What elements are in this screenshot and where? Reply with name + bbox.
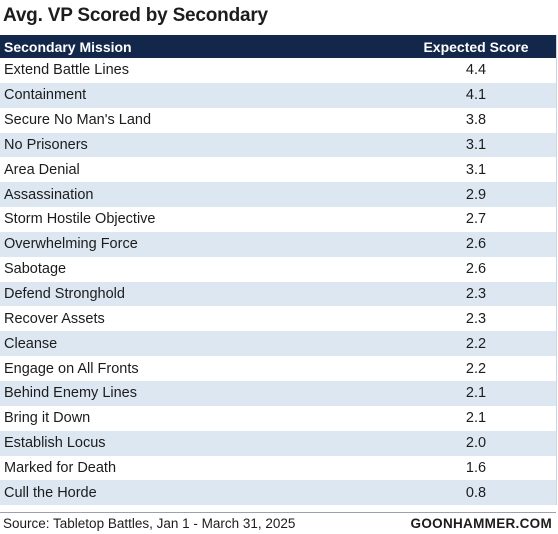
table-row: Marked for Death 1.6: [0, 455, 556, 481]
table-row: Behind Enemy Lines 2.1: [0, 380, 556, 406]
mission-name-cell: Storm Hostile Objective: [4, 211, 156, 228]
table-row: No Prisoners 3.1: [0, 132, 556, 158]
expected-score-cell: 4.4: [465, 62, 487, 79]
table-header: Secondary Mission Expected Score: [0, 35, 556, 58]
mission-name-cell: Engage on All Fronts: [4, 360, 139, 377]
table-row: Defend Stronghold 2.3: [0, 281, 556, 307]
expected-score-cell: 2.3: [465, 310, 487, 327]
table-row: Establish Locus 2.0: [0, 430, 556, 456]
expected-score-cell: 2.6: [465, 236, 487, 253]
mission-name-cell: Cleanse: [4, 335, 58, 352]
table-row: Containment 4.1: [0, 82, 556, 108]
mission-name-cell: Secure No Man's Land: [4, 112, 152, 129]
mission-name-cell: Sabotage: [4, 261, 67, 278]
footer: Source: Tabletop Battles, Jan 1 - March …: [0, 512, 556, 533]
expected-score-cell: 3.8: [465, 112, 487, 129]
mission-name-cell: Bring it Down: [4, 410, 91, 427]
mission-name-cell: No Prisoners: [4, 136, 88, 153]
mission-name-cell: Establish Locus: [4, 435, 106, 452]
expected-score-cell: 2.2: [465, 360, 487, 377]
expected-score-cell: 2.6: [465, 261, 487, 278]
mission-name-cell: Behind Enemy Lines: [4, 385, 137, 402]
source-note: Source: Tabletop Battles, Jan 1 - March …: [3, 515, 296, 531]
expected-score-cell: 2.0: [465, 435, 487, 452]
expected-score-cell: 0.8: [465, 484, 487, 501]
table-row: Recover Assets 2.3: [0, 306, 556, 332]
table-row: Storm Hostile Objective 2.7: [0, 207, 556, 232]
mission-name-cell: Assassination: [4, 186, 94, 203]
expected-score-cell: 2.9: [465, 186, 487, 203]
mission-name-cell: Containment: [4, 87, 87, 104]
chart-title: Avg. VP Scored by Secondary: [3, 5, 268, 26]
expected-score-cell: 2.1: [465, 385, 487, 402]
data-table: Secondary Mission Expected Score Extend …: [0, 35, 557, 506]
expected-score-cell: 3.1: [465, 136, 487, 153]
header-secondary-mission: Secondary Mission: [4, 38, 132, 55]
table-row: Secure No Man's Land 3.8: [0, 107, 556, 133]
table-row: Cull the Horde 0.8: [0, 480, 556, 506]
expected-score-cell: 2.3: [465, 286, 487, 303]
table-row: Bring it Down 2.1: [0, 405, 556, 431]
expected-score-cell: 3.1: [465, 161, 487, 178]
mission-name-cell: Overwhelming Force: [4, 236, 138, 253]
expected-score-cell: 1.6: [465, 459, 487, 476]
expected-score-cell: 2.7: [465, 211, 487, 228]
brand-label: GOONHAMMER.COM: [410, 515, 552, 531]
mission-name-cell: Marked for Death: [4, 459, 117, 476]
header-expected-score: Expected Score: [423, 38, 529, 55]
mission-name-cell: Area Denial: [4, 161, 80, 178]
table-row: Assassination 2.9: [0, 182, 556, 208]
mission-name-cell: Cull the Horde: [4, 484, 97, 501]
expected-score-cell: 2.1: [465, 410, 487, 427]
mission-name-cell: Defend Stronghold: [4, 286, 125, 303]
table-row: Overwhelming Force 2.6: [0, 231, 556, 257]
table-body: Extend Battle Lines 4.4 Containment 4.1 Secu…: [0, 58, 556, 506]
table-row: Extend Battle Lines 4.4: [0, 58, 556, 83]
table-row: Cleanse 2.2: [0, 331, 556, 357]
table-row: Sabotage 2.6: [0, 256, 556, 282]
expected-score-cell: 2.2: [465, 335, 487, 352]
mission-name-cell: Extend Battle Lines: [4, 62, 129, 79]
expected-score-cell: 4.1: [465, 87, 487, 104]
mission-name-cell: Recover Assets: [4, 310, 105, 327]
table-row: Engage on All Fronts 2.2: [0, 356, 556, 381]
table-row: Area Denial 3.1: [0, 157, 556, 183]
